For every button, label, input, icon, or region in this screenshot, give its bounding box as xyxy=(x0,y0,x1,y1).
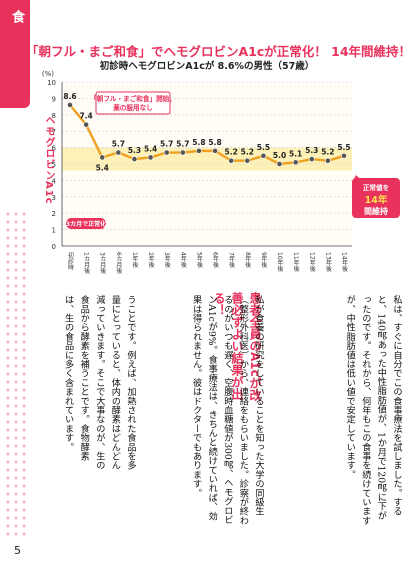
data-label: 5.2 xyxy=(241,148,254,157)
x-tick-label: 6カ月後 xyxy=(115,252,122,274)
x-tick-label: 2年後 xyxy=(147,252,154,268)
y-tick-label: 8 xyxy=(52,112,56,120)
data-label: 5.4 xyxy=(96,163,109,172)
x-tick-label: 8年後 xyxy=(244,252,251,268)
data-point xyxy=(341,152,347,159)
data-point xyxy=(212,147,218,154)
data-label: 5.2 xyxy=(225,148,238,157)
data-label: 5.8 xyxy=(192,138,205,147)
start-annotation-box xyxy=(95,91,171,115)
y-tick-label: 0 xyxy=(52,243,56,251)
data-point xyxy=(67,102,73,108)
section-tab: 朝フル・まご和食 xyxy=(0,0,43,108)
data-label: 5.8 xyxy=(208,138,221,147)
x-tick-label: 1カ月後 xyxy=(83,252,90,274)
data-point xyxy=(131,156,138,162)
x-tick-label: 14年後 xyxy=(341,252,348,272)
y-tick-label: 3 xyxy=(52,194,56,202)
x-tick-label: 10年後 xyxy=(276,252,283,272)
x-tick-label: 初診時 xyxy=(67,251,74,270)
data-label: 5.7 xyxy=(112,140,125,149)
body-column-right: 私は、すぐに自分でこの食事療法を試しました。すると、140㎎あった中性脂肪値が、… xyxy=(344,295,402,525)
x-tick-label: 3年後 xyxy=(163,252,170,268)
start-annotation-line-1: 「朝フル・まご和食」開始、 xyxy=(90,94,176,103)
y-tick-label: 4 xyxy=(52,177,57,185)
data-point xyxy=(260,152,267,159)
x-tick-label: 7年後 xyxy=(228,252,235,268)
data-point xyxy=(115,149,122,156)
pull-quote: 患者全員のA1cが改善必ずよい結果が出る！ xyxy=(212,292,262,401)
chart-title: 「朝フル・まご和食」でヘモグロビンA1cが正常化！ 14年間維持！ xyxy=(26,44,412,59)
data-point xyxy=(308,156,315,162)
y-tick-label: 9 xyxy=(52,95,56,103)
data-label: 5.7 xyxy=(176,140,189,149)
y-tick-label: 7 xyxy=(52,128,56,136)
decorative-dots xyxy=(4,210,26,540)
body-column-left: うことです。例えば、加熱された食品を多量にとっていると、体内の酵素はどんどん減っ… xyxy=(62,295,136,470)
data-label: 5.3 xyxy=(128,146,141,155)
data-label: 5.1 xyxy=(289,149,302,158)
data-label: 7.4 xyxy=(79,112,92,121)
data-point xyxy=(244,157,251,164)
callout-line-3: 間維持 xyxy=(364,206,388,216)
body-column-middle: 私が食養の研究をしていることを知った大学の同級生（整形外科医）から、連絡をもらい… xyxy=(190,295,264,525)
data-point xyxy=(99,154,106,161)
x-tick-label: 4年後 xyxy=(179,252,186,268)
y-tick-label: 1 xyxy=(52,227,56,235)
chart-subtitle: 初診時ヘモグロビンA1cが 8.6%の男性（57歳） xyxy=(99,61,315,72)
start-annotation-line-2: 薬の服用なし xyxy=(113,103,153,112)
three-month-badge xyxy=(66,218,106,229)
y-tick-label: 5 xyxy=(52,161,56,169)
y-unit-label: (%) xyxy=(42,70,54,78)
data-label: 5.7 xyxy=(160,140,173,149)
data-point xyxy=(83,121,90,128)
y-axis-title: ヘモグロビンA1c xyxy=(43,115,54,205)
x-tick-label: 5年後 xyxy=(195,252,202,268)
data-point xyxy=(228,157,235,164)
data-label: 5.3 xyxy=(305,146,318,155)
data-point xyxy=(276,161,283,167)
callout-line-1: 正常値を xyxy=(363,183,389,192)
x-tick-label: 9年後 xyxy=(260,252,267,268)
data-point xyxy=(179,149,186,156)
y-tick-label: 2 xyxy=(52,210,56,218)
data-label: 5.0 xyxy=(273,151,286,160)
page-number: 5 xyxy=(14,544,21,557)
data-label: 8.6 xyxy=(63,92,76,101)
data-point xyxy=(163,149,170,156)
normal-range-callout xyxy=(352,178,400,218)
data-point xyxy=(196,147,202,154)
data-label: 5.5 xyxy=(257,143,270,152)
x-tick-label: 6年後 xyxy=(212,252,219,268)
callout-line-2: 14年 xyxy=(365,194,388,206)
data-label: 5.2 xyxy=(321,148,334,157)
data-label: 5.4 xyxy=(144,144,157,153)
x-tick-label: 12年後 xyxy=(308,252,315,272)
y-tick-label: 10 xyxy=(47,79,56,87)
y-tick-label: 6 xyxy=(52,145,57,153)
data-label: 5.5 xyxy=(337,143,350,152)
three-month-badge-label: 3カ月で正常化 xyxy=(66,220,106,228)
data-point xyxy=(147,154,154,161)
hba1c-line-chart: 0 1 2 3 4 5 6 7 8 9 10(%) 初診時 1カ月後 3カ月後 6カ月後 1年後 2年後 3年後 4… xyxy=(42,70,400,274)
x-tick-label: 11年後 xyxy=(292,252,299,272)
x-tick-label: 3カ月後 xyxy=(99,252,106,274)
data-point xyxy=(292,159,299,166)
data-point xyxy=(324,157,331,164)
x-tick-label: 13年後 xyxy=(324,252,331,272)
x-tick-label: 1年後 xyxy=(131,252,138,268)
section-tab-label: 朝フル・まご和食 xyxy=(9,10,43,108)
